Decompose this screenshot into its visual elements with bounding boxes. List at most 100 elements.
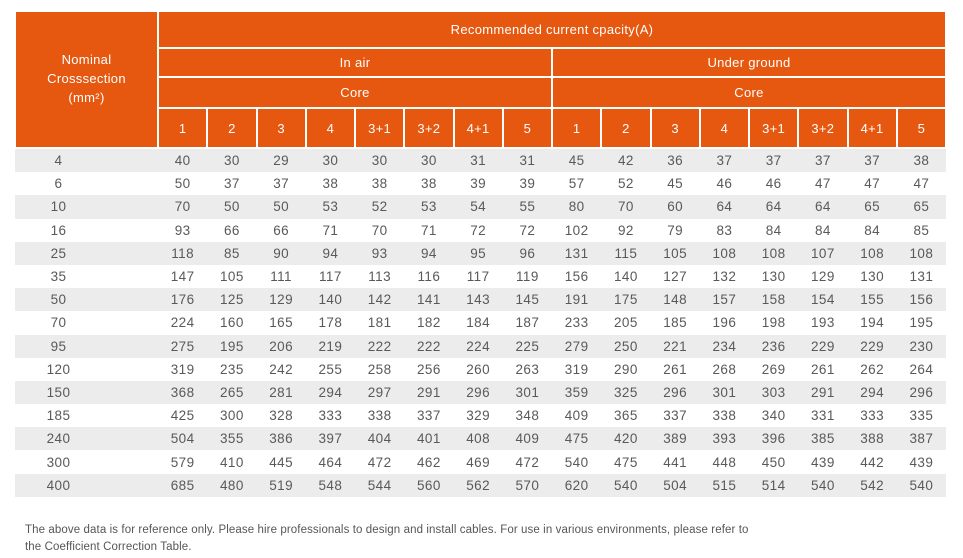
table-cell: 154 xyxy=(811,292,835,308)
corner-header-line: (mm²) xyxy=(68,89,105,105)
table-cell: 71 xyxy=(322,222,339,238)
core-header-in-air: Core xyxy=(157,76,553,109)
table-cell: 66 xyxy=(223,222,240,238)
table-cell: 71 xyxy=(420,222,437,238)
table-cell: 221 xyxy=(663,338,687,354)
table-cell: 355 xyxy=(220,431,244,447)
table-cell: 219 xyxy=(318,338,343,354)
table-cell: 296 xyxy=(909,384,934,400)
table-cell: 107 xyxy=(811,245,835,261)
col-header-in-air-5: 5 xyxy=(501,107,554,149)
table-cell: 36 xyxy=(667,153,684,169)
table-cell: 464 xyxy=(318,454,343,470)
table-cell: 115 xyxy=(614,245,638,261)
table-cell: 480 xyxy=(220,477,244,493)
table-cell: 562 xyxy=(466,477,490,493)
table-cell: 129 xyxy=(269,292,293,308)
header-group-row: In air Under ground xyxy=(15,47,947,78)
table-cell: 85 xyxy=(913,222,930,238)
row-label: 16 xyxy=(50,222,67,238)
table-cell: 515 xyxy=(712,477,737,493)
table-cell: 222 xyxy=(367,338,392,354)
table-cell: 46 xyxy=(716,176,733,192)
table-cell: 234 xyxy=(712,338,737,354)
col-header-under-ground-4: 4 xyxy=(698,107,751,149)
table-row: 120 319 235 242 255 258 256 260 263 319 290 261 268 2… xyxy=(15,358,946,381)
table-cell: 157 xyxy=(712,292,737,308)
table-cell: 540 xyxy=(909,477,934,493)
table-cell: 268 xyxy=(712,361,737,377)
table-cell: 409 xyxy=(564,408,589,424)
footer-line: the Coefficient Correction Table. xyxy=(25,540,192,553)
table-cell: 442 xyxy=(860,454,884,470)
table-cell: 176 xyxy=(170,292,195,308)
table-cell: 620 xyxy=(564,477,589,493)
table-cell: 338 xyxy=(712,408,737,424)
table-cell: 131 xyxy=(564,245,589,261)
table-cell: 333 xyxy=(860,408,884,424)
table-cell: 90 xyxy=(273,245,290,261)
table-cell: 40 xyxy=(174,153,191,169)
table-cell: 242 xyxy=(269,361,293,377)
table-cell: 141 xyxy=(417,292,441,308)
table-cell: 156 xyxy=(564,269,589,285)
table-cell: 504 xyxy=(663,477,687,493)
table-cell: 160 xyxy=(220,315,244,331)
table-cell: 387 xyxy=(909,431,934,447)
table-cell: 294 xyxy=(860,384,884,400)
table-cell: 140 xyxy=(614,269,638,285)
table-cell: 206 xyxy=(269,338,293,354)
table-cell: 83 xyxy=(716,222,733,238)
table-cell: 156 xyxy=(909,292,934,308)
table-row: 35 147 105 111 117 113 116 117 119 156 140 127 132 13… xyxy=(15,265,946,288)
table-cell: 224 xyxy=(170,315,195,331)
table-cell: 448 xyxy=(712,454,737,470)
table-cell: 472 xyxy=(515,454,540,470)
table-cell: 269 xyxy=(761,361,786,377)
table-cell: 196 xyxy=(712,315,737,331)
table-cell: 64 xyxy=(716,199,733,215)
table-cell: 359 xyxy=(564,384,589,400)
table-cell: 279 xyxy=(564,338,589,354)
table-cell: 140 xyxy=(318,292,343,308)
table-cell: 475 xyxy=(614,454,638,470)
table-cell: 143 xyxy=(466,292,490,308)
table-cell: 118 xyxy=(171,245,194,261)
table-cell: 47 xyxy=(814,176,831,192)
table-cell: 93 xyxy=(371,245,388,261)
table-cell: 441 xyxy=(663,454,687,470)
table-cell: 142 xyxy=(367,292,392,308)
table-cell: 50 xyxy=(174,176,191,192)
table-cell: 37 xyxy=(223,176,240,192)
table-cell: 79 xyxy=(667,222,684,238)
col-header-in-air-3+2: 3+2 xyxy=(403,107,455,149)
table-cell: 50 xyxy=(273,199,290,215)
table-cell: 255 xyxy=(318,361,343,377)
table-cell: 337 xyxy=(663,408,687,424)
table-cell: 256 xyxy=(417,361,441,377)
table-cell: 131 xyxy=(909,269,934,285)
table-cell: 514 xyxy=(761,477,786,493)
table-cell: 540 xyxy=(564,454,589,470)
col-header-in-air-4+1: 4+1 xyxy=(452,107,504,149)
table-cell: 225 xyxy=(515,338,540,354)
table-cell: 340 xyxy=(761,408,786,424)
table-cell: 127 xyxy=(663,269,687,285)
table-cell: 504 xyxy=(170,431,195,447)
table-cell: 54 xyxy=(470,199,487,215)
table-cell: 47 xyxy=(864,176,881,192)
row-label: 25 xyxy=(50,245,67,261)
row-label: 6 xyxy=(54,176,63,192)
current-capacity-table: Nominal Crosssection (mm²) Recommended cur… xyxy=(14,10,948,497)
table-cell: 70 xyxy=(174,199,191,215)
table-cell: 92 xyxy=(617,222,634,238)
table-cell: 117 xyxy=(466,269,490,285)
table-cell: 570 xyxy=(515,477,540,493)
table-cell: 579 xyxy=(170,454,195,470)
table-cell: 105 xyxy=(220,269,244,285)
row-label: 95 xyxy=(50,338,67,354)
table-cell: 65 xyxy=(864,199,881,215)
table-cell: 233 xyxy=(564,315,589,331)
table-cell: 230 xyxy=(909,338,934,354)
table-cell: 445 xyxy=(269,454,293,470)
